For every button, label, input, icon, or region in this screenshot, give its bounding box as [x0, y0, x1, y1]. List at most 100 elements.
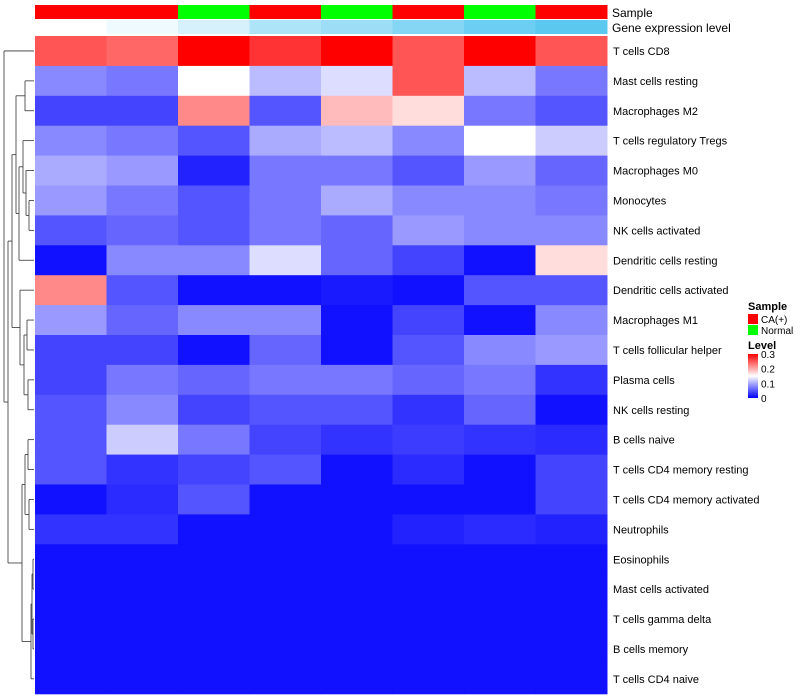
heatmap-cell [35, 394, 107, 426]
heatmap-cell [178, 634, 250, 665]
heatmap-cell [464, 663, 536, 695]
heatmap-cell [464, 634, 536, 665]
gene-expression-annotation-cell [392, 20, 465, 34]
heatmap-cell [249, 36, 322, 67]
row-label: Macrophages M1 [613, 315, 698, 327]
heatmap-cell [178, 484, 250, 515]
heatmap-cell [392, 574, 465, 605]
heatmap-cell [535, 454, 608, 485]
heatmap-cell [535, 335, 608, 366]
row-label: NK cells resting [613, 405, 689, 417]
heatmap-cell [464, 125, 536, 157]
heatmap-cell [321, 634, 393, 665]
heatmap-cell [106, 424, 179, 456]
heatmap-cell [535, 604, 608, 635]
heatmap-cell [106, 65, 179, 97]
heatmap-cell [106, 305, 179, 336]
row-label: T cells CD4 naive [613, 674, 699, 686]
heatmap-cell [321, 574, 393, 605]
heatmap-cell [535, 394, 608, 426]
heatmap-cell [35, 185, 107, 216]
gene-expression-annotation-cell [249, 20, 322, 34]
legend-sample-title: Sample [748, 301, 787, 313]
legend-color-bar [748, 354, 758, 398]
heatmap-cell [106, 215, 179, 246]
heatmap-cell [321, 604, 393, 635]
heatmap-cell [321, 484, 393, 515]
heatmap-cell [535, 36, 608, 67]
heatmap-cell [249, 663, 322, 695]
heatmap-cell [535, 185, 608, 216]
heatmap-cell [249, 65, 322, 97]
heatmap-cell [178, 125, 250, 157]
heatmap-cell [321, 245, 393, 276]
heatmap-cells [35, 36, 608, 695]
heatmap-cell [249, 394, 322, 426]
heatmap-cell [249, 335, 322, 366]
legend-tick-1: 0.2 [761, 365, 775, 376]
sample-annotation-cell [35, 5, 107, 19]
legend-swatch-normal [748, 325, 758, 335]
heatmap-cell [178, 36, 250, 67]
row-label: Dendritic cells resting [613, 255, 718, 267]
heatmap-cell [464, 245, 536, 276]
heatmap-cell [321, 514, 393, 545]
heatmap-cell [464, 394, 536, 426]
legend-tick-0: 0.3 [761, 350, 775, 361]
heatmap-cell [464, 424, 536, 456]
heatmap-cell [464, 65, 536, 97]
heatmap-cell [35, 245, 107, 276]
heatmap-cell [178, 364, 250, 396]
legend-swatch-ca [748, 314, 758, 324]
heatmap-cell [321, 95, 393, 127]
row-label: Eosinophils [613, 554, 670, 566]
heatmap-cell [106, 364, 179, 396]
row-label: T cells regulatory Tregs [613, 136, 728, 148]
heatmap-cell [178, 514, 250, 545]
heatmap-cell [321, 125, 393, 157]
heatmap-cell [106, 484, 179, 515]
gene-expression-annotation-cell [464, 20, 536, 34]
row-label: Plasma cells [613, 375, 675, 387]
row-label: Macrophages M2 [613, 106, 698, 118]
heatmap-cell [535, 95, 608, 127]
sample-annotation-cell [321, 5, 393, 19]
legend-level-title: Level [748, 340, 776, 352]
heatmap-cell [35, 65, 107, 97]
heatmap-cell [106, 544, 179, 575]
heatmap-cell [464, 364, 536, 396]
heatmap-cell [535, 305, 608, 336]
heatmap-cell [249, 305, 322, 336]
heatmap-cell [392, 544, 465, 575]
heatmap-cell [178, 185, 250, 216]
heatmap-cell [106, 574, 179, 605]
heatmap-cell [464, 514, 536, 545]
heatmap-cell [392, 454, 465, 485]
gene-expression-annotation-cell [35, 20, 107, 34]
heatmap-cell [178, 65, 250, 97]
heatmap-cell [178, 663, 250, 695]
heatmap-cell [535, 574, 608, 605]
annotation-tracks [35, 5, 608, 34]
heatmap-cell [35, 125, 107, 157]
heatmap-cell [106, 604, 179, 635]
heatmap-cell [35, 634, 107, 665]
heatmap-cell [249, 544, 322, 575]
annotation-title-gene-expression: Gene expression level [612, 21, 731, 35]
heatmap-cell [35, 484, 107, 515]
heatmap-cell [392, 335, 465, 366]
heatmap-cell [321, 215, 393, 246]
heatmap-cell [106, 125, 179, 157]
heatmap-cell [321, 65, 393, 97]
heatmap-cell [321, 364, 393, 396]
heatmap-cell [392, 364, 465, 396]
heatmap-cell [106, 454, 179, 485]
heatmap-cell [321, 305, 393, 336]
heatmap-cell [464, 95, 536, 127]
heatmap-cell [535, 544, 608, 575]
heatmap-cell [392, 125, 465, 157]
heatmap-cell [464, 215, 536, 246]
heatmap-cell [35, 305, 107, 336]
heatmap-cell [464, 36, 536, 67]
heatmap-cell [249, 634, 322, 665]
